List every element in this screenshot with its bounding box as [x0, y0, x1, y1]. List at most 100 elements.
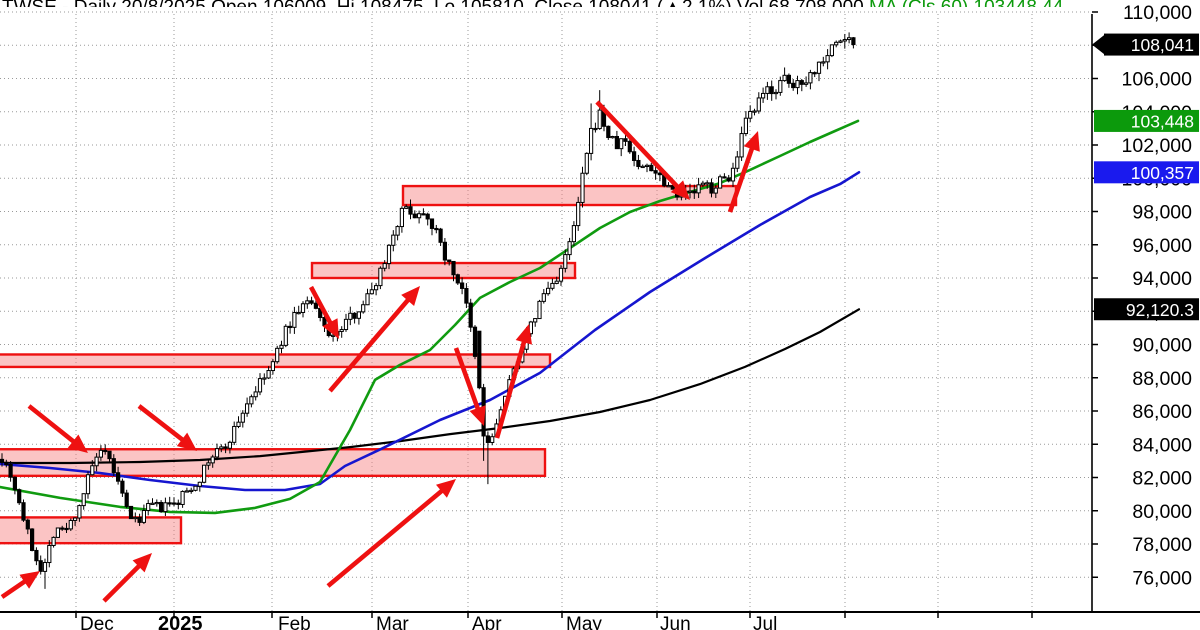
svg-text:108,041: 108,041: [1131, 35, 1194, 55]
candle-up: [718, 176, 723, 189]
trend-arrow: [453, 347, 486, 426]
candle-down: [107, 450, 112, 460]
candle-up: [210, 456, 215, 464]
chart-title-clipped: TWSE - Daily 20/8/2025 Open 106009, Hi 1…: [2, 0, 1090, 7]
candle-down: [799, 80, 804, 85]
candle-up: [193, 485, 198, 491]
candle-up: [838, 40, 843, 43]
candle-up: [705, 182, 710, 185]
candle-up: [227, 441, 233, 449]
candle-up: [610, 136, 615, 139]
candle-down: [25, 519, 30, 530]
candle-down: [851, 37, 856, 46]
candle-up: [154, 501, 159, 505]
candle-down: [442, 241, 447, 261]
candle-up: [821, 61, 826, 64]
candle-up: [597, 109, 602, 130]
svg-text:100,357: 100,357: [1131, 163, 1194, 183]
candle-down: [4, 461, 9, 465]
y-tick-label: 78,000: [1132, 534, 1192, 556]
y-tick-label: 84,000: [1132, 434, 1192, 456]
candle-down: [103, 449, 108, 453]
candle-up: [202, 464, 207, 483]
candle-down: [623, 138, 628, 142]
candle-up: [399, 207, 404, 228]
candle-up: [133, 516, 138, 520]
candle-down: [477, 330, 482, 389]
candle-down: [434, 227, 439, 231]
trend-arrow: [326, 479, 456, 588]
candle-up: [666, 185, 671, 188]
candle-up: [279, 344, 284, 349]
candle-up: [68, 519, 73, 530]
candle-up: [533, 318, 538, 323]
candle-up: [369, 289, 374, 295]
candle-down: [313, 302, 318, 309]
trend-arrow: [137, 404, 197, 451]
candle-up: [197, 481, 202, 487]
candle-up: [189, 489, 194, 493]
candle-down: [429, 218, 435, 229]
candle-down: [21, 502, 26, 521]
candle-up: [305, 300, 310, 305]
ma-title-text: MA (Cls,60) 103448.44: [864, 0, 1063, 7]
candle-up: [554, 280, 559, 284]
y-tick-label: 86,000: [1132, 401, 1192, 423]
candle-up: [558, 267, 564, 282]
candle-down: [472, 326, 478, 357]
plot-area[interactable]: [0, 14, 1092, 612]
y-tick-label: 82,000: [1132, 468, 1192, 490]
trend-arrow: [0, 571, 40, 599]
candle-down: [120, 480, 125, 494]
candle-up: [81, 493, 86, 507]
candle-up: [417, 213, 422, 219]
candle-up: [730, 167, 736, 182]
candle-down: [632, 151, 637, 161]
candle-up: [245, 403, 250, 414]
candle-up: [842, 39, 847, 42]
candle-down: [485, 435, 490, 443]
candle-down: [451, 260, 456, 276]
candle-up: [782, 74, 787, 82]
candle-up: [834, 41, 839, 46]
y-tick-label: 90,000: [1132, 335, 1192, 357]
candle-up: [180, 490, 185, 505]
candle-down: [709, 182, 714, 194]
candle-down: [408, 206, 413, 215]
trend-arrow: [308, 285, 339, 339]
candle-up: [546, 287, 551, 295]
candle-up: [163, 502, 168, 513]
candle-up: [85, 474, 91, 495]
candle-up: [847, 37, 852, 41]
candle-down: [8, 463, 13, 478]
candle-up: [382, 263, 387, 269]
candle-down: [614, 136, 619, 150]
candle-up: [51, 536, 56, 546]
candle-down: [593, 127, 598, 131]
candle-up: [563, 254, 568, 269]
candle-down: [309, 300, 314, 304]
y-tick-label: 106,000: [1122, 69, 1193, 91]
candle-up: [232, 425, 237, 443]
candle-down: [726, 177, 731, 182]
ma-green-tag: 103,448: [1094, 109, 1199, 132]
candle-up: [584, 152, 589, 174]
ma-blue-tag: 100,357: [1094, 161, 1199, 184]
candle-up: [778, 80, 783, 93]
trend-arrow: [328, 286, 420, 393]
candle-up: [825, 55, 830, 63]
candle-down: [653, 170, 658, 174]
candle-up: [537, 300, 542, 320]
candle-down: [455, 274, 460, 284]
candle-up: [343, 318, 349, 331]
candle-down: [464, 287, 469, 304]
svg-text:103,448: 103,448: [1131, 111, 1194, 131]
candle-down: [137, 516, 142, 523]
candle-down: [769, 86, 774, 95]
y-tick-label: 98,000: [1132, 202, 1192, 224]
x-month-label: Dec: [80, 614, 114, 630]
candle-up: [687, 190, 693, 193]
candle-down: [812, 72, 817, 75]
